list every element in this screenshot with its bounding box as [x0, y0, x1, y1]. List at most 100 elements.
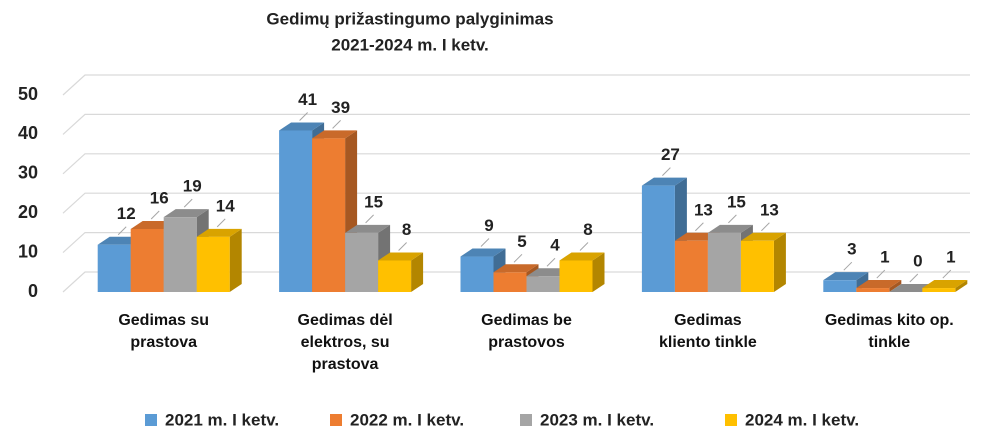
value-label: 9	[484, 216, 493, 235]
y-tick-label: 20	[18, 202, 38, 222]
bar	[163, 217, 197, 292]
bar-top	[740, 232, 786, 241]
y-tick-label: 0	[28, 281, 38, 301]
value-label: 8	[583, 220, 592, 239]
chart-title: Gedimų prižastingumo palyginimas	[266, 9, 553, 28]
leader-line	[695, 222, 704, 232]
value-label: 16	[150, 188, 169, 207]
value-label: 8	[402, 220, 411, 239]
chart-subtitle: 2021-2024 m. I ketv.	[331, 35, 489, 54]
bar-top	[641, 177, 687, 186]
leader-line	[183, 198, 193, 208]
legend-label: 2024 m. I ketv.	[745, 410, 859, 429]
leader-line	[299, 112, 308, 121]
legend-swatch	[330, 414, 342, 426]
bar	[97, 244, 131, 292]
legend-swatch	[145, 414, 157, 426]
leader-line	[150, 210, 160, 220]
value-label: 27	[661, 145, 680, 164]
legend-label: 2021 m. I ketv.	[165, 410, 279, 429]
bar	[279, 130, 313, 292]
leader-line	[876, 269, 886, 279]
bar-top	[279, 122, 325, 131]
grid-line	[62, 74, 970, 96]
leader-line	[480, 238, 490, 247]
bar	[559, 260, 593, 292]
leader-line	[662, 167, 671, 176]
bar-top	[707, 224, 753, 233]
value-label: 15	[727, 192, 746, 211]
value-label: 4	[550, 236, 560, 255]
bar-top	[922, 280, 968, 289]
y-tick-label: 40	[18, 123, 38, 143]
value-label: 1	[946, 248, 955, 267]
value-label: 12	[117, 204, 136, 223]
bar-top	[823, 272, 869, 281]
bar	[345, 232, 379, 292]
legend-label: 2023 m. I ketv.	[540, 410, 654, 429]
bar-top	[856, 280, 902, 289]
value-label: 39	[331, 98, 350, 117]
bar-top	[559, 252, 605, 261]
bar	[526, 276, 560, 292]
leader-line	[909, 273, 919, 283]
bar	[856, 288, 890, 292]
value-label: 13	[694, 200, 713, 219]
value-label: 19	[183, 177, 202, 196]
leader-line	[513, 253, 523, 263]
value-label: 14	[216, 196, 235, 215]
leader-line	[942, 269, 952, 279]
leader-line	[728, 214, 737, 224]
x-tick-label: Gedimas su prastova	[118, 312, 210, 351]
value-label: 1	[880, 248, 889, 267]
bar	[493, 272, 527, 292]
bar-top	[378, 252, 424, 261]
value-label: 15	[364, 192, 383, 211]
leader-line	[365, 214, 374, 224]
leader-line	[546, 257, 556, 267]
bar-side	[411, 252, 424, 292]
leader-line	[761, 222, 770, 232]
leader-line	[117, 226, 127, 236]
bar	[823, 280, 857, 292]
value-label: 5	[517, 232, 526, 251]
bar-side	[592, 252, 605, 292]
legend-swatch	[520, 414, 532, 426]
value-label: 3	[847, 240, 856, 259]
x-tick-label: Gedimas dėl elektros, su prastova	[297, 312, 393, 373]
value-label: 0	[913, 251, 922, 270]
bar-top	[312, 130, 358, 139]
bar	[740, 240, 774, 292]
y-tick-label: 10	[18, 241, 38, 261]
leader-line	[843, 261, 853, 271]
bar	[707, 232, 741, 292]
y-tick-label: 50	[18, 84, 38, 104]
leader-line	[398, 242, 407, 251]
bar-top	[163, 209, 209, 218]
bar	[196, 236, 230, 292]
bar	[130, 228, 164, 292]
legend-label: 2022 m. I ketv.	[350, 410, 464, 429]
y-tick-label: 30	[18, 163, 38, 183]
bar-top	[460, 248, 506, 257]
bar	[378, 260, 412, 292]
grid-line	[62, 113, 970, 135]
value-label: 41	[298, 90, 317, 109]
leader-line	[332, 119, 341, 129]
value-label: 13	[760, 200, 779, 219]
bar-top	[196, 228, 242, 237]
bar-top	[345, 224, 391, 233]
bar-side	[229, 228, 242, 292]
bar	[312, 138, 346, 292]
bar-side	[889, 280, 902, 292]
leader-line	[216, 218, 226, 228]
leader-line	[579, 242, 589, 251]
bar-side	[773, 232, 786, 292]
grid-line	[62, 153, 970, 175]
bar	[674, 240, 708, 292]
bar-top	[493, 264, 539, 273]
x-tick-label: Gedimas kito op. tinkle	[824, 312, 954, 351]
x-tick-label: Gedimas be prastovos	[481, 312, 572, 351]
